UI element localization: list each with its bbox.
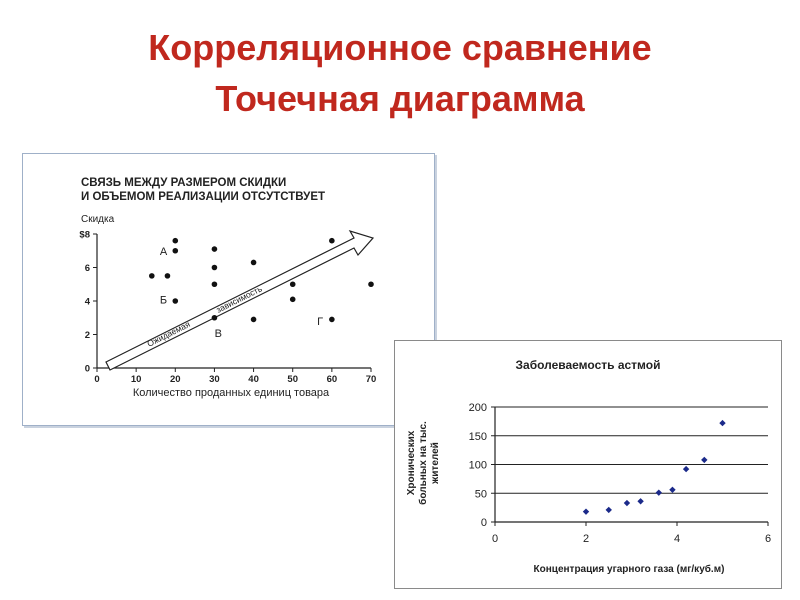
chart1-x-tick-label: 10: [131, 374, 142, 385]
chart2-point: [623, 499, 631, 507]
chart1-point-annotation: В: [215, 328, 222, 340]
chart1-point: [329, 237, 335, 244]
chart1-point: [289, 296, 296, 303]
chart1-x-tick-label: 30: [209, 374, 220, 385]
chart2-point: [669, 486, 676, 493]
chart2-y-tick-label: 50: [475, 488, 487, 500]
chart1-point: [149, 273, 155, 279]
chart1-point: [211, 264, 218, 271]
chart2-title: Заболеваемость астмой: [516, 358, 661, 372]
expected-dependence-arrow: Ожидаемая зависимость: [105, 229, 375, 371]
discount-scatter-chart: СВЯЗЬ МЕЖДУ РАЗМЕРОМ СКИДКИ И ОБЪЕМОМ РЕ…: [79, 177, 377, 399]
chart1-y-tick-label: 0: [85, 364, 90, 375]
chart2-y-label-line-2: больных на тыс.: [417, 421, 429, 505]
slide-title-line-1: Корреляционное сравнение: [148, 27, 652, 68]
chart1-x-tick-label: 40: [248, 374, 259, 385]
chart1-point-annotation: Г: [317, 316, 323, 328]
chart2-point: [655, 489, 662, 496]
chart2-point: [701, 456, 708, 464]
asthma-chart-frame: Заболеваемость астмой Хронических больны…: [394, 340, 782, 589]
arrow-label-dependence: зависимость: [214, 283, 264, 315]
chart2-point: [605, 506, 612, 514]
chart1-point: [172, 298, 179, 304]
chart2-point: [719, 419, 726, 427]
chart1-point: [164, 273, 171, 279]
chart1-x-tick-label: 70: [366, 374, 377, 385]
chart1-point: [329, 316, 335, 323]
chart2-y-tick-label: 0: [481, 517, 487, 529]
chart1-y-tick-label: 4: [85, 297, 91, 308]
chart1-point: [211, 246, 218, 252]
asthma-scatter-chart: Заболеваемость астмой Хронических больны…: [406, 358, 771, 575]
chart1-point: [172, 247, 179, 254]
chart2-x-tick-label: 0: [492, 533, 498, 545]
chart1-title-line-1: СВЯЗЬ МЕЖДУ РАЗМЕРОМ СКИДКИ: [81, 177, 286, 189]
chart1-point-annotation: А: [160, 246, 168, 258]
slide-title-line-2: Точечная диаграмма: [215, 78, 585, 119]
chart1-x-tick-label: 0: [94, 374, 99, 385]
chart1-point: [250, 259, 257, 266]
chart2-y-tick-label: 150: [469, 431, 487, 443]
chart1-x-tick-label: 50: [287, 374, 298, 385]
chart2-x-tick-label: 2: [583, 533, 589, 545]
chart2-y-tick-label: 100: [469, 460, 487, 472]
chart1-y-axis-label: Скидка: [81, 214, 115, 225]
chart2-y-label-line-3: жителей: [430, 442, 441, 485]
chart2-point: [682, 465, 690, 473]
chart1-x-tick-label: 60: [327, 374, 338, 385]
chart1-point-annotation: Б: [160, 294, 167, 306]
discount-chart-frame: СВЯЗЬ МЕЖДУ РАЗМЕРОМ СКИДКИ И ОБЪЕМОМ РЕ…: [22, 153, 435, 426]
chart1-title-line-2: И ОБЪЕМОМ РЕАЛИЗАЦИИ ОТСУТСТВУЕТ: [81, 191, 325, 203]
chart1-point: [211, 281, 218, 288]
chart2-point: [582, 508, 590, 515]
chart1-point: [172, 237, 179, 244]
chart2-x-axis-label: Концентрация угарного газа (мг/куб.м): [534, 563, 725, 575]
arrow-label-expected: Ожидаемая: [145, 319, 192, 349]
chart1-y-tick-label: 6: [85, 263, 90, 274]
chart2-x-tick-label: 6: [765, 533, 771, 545]
chart1-point: [250, 316, 257, 323]
chart1-x-tick-label: 20: [170, 374, 181, 385]
chart1-y-tick-label: $8: [79, 230, 90, 241]
chart2-point: [637, 498, 644, 505]
chart1-y-tick-label: 2: [85, 330, 90, 341]
chart1-point: [368, 281, 374, 288]
chart2-x-tick-label: 4: [674, 533, 680, 545]
chart1-x-axis-label: Количество проданных единиц товара: [133, 387, 330, 399]
chart2-y-tick-label: 200: [469, 402, 487, 414]
chart2-y-label-line-1: Хронических: [406, 430, 417, 495]
chart1-point: [211, 314, 218, 321]
chart1-point: [289, 281, 296, 288]
